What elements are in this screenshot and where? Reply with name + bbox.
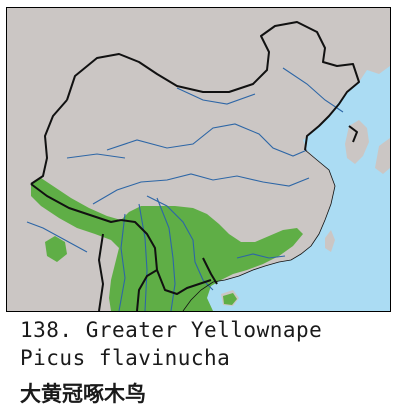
species-latin-name: Picus flavinucha <box>20 346 231 370</box>
range-hainan <box>223 293 237 305</box>
species-number-and-name: 138. Greater Yellownape <box>20 318 323 342</box>
species-chinese-name: 大黄冠啄木鸟 <box>20 382 146 406</box>
map-canvas <box>7 8 390 311</box>
range-map <box>6 7 391 312</box>
rivers <box>26 67 344 311</box>
korea-land <box>345 120 369 164</box>
coastline <box>182 149 336 311</box>
taiwan-land <box>325 230 335 252</box>
range-main <box>31 178 303 311</box>
range-patch-west <box>45 236 67 262</box>
japan-land <box>375 138 390 174</box>
country-borders <box>30 21 360 311</box>
